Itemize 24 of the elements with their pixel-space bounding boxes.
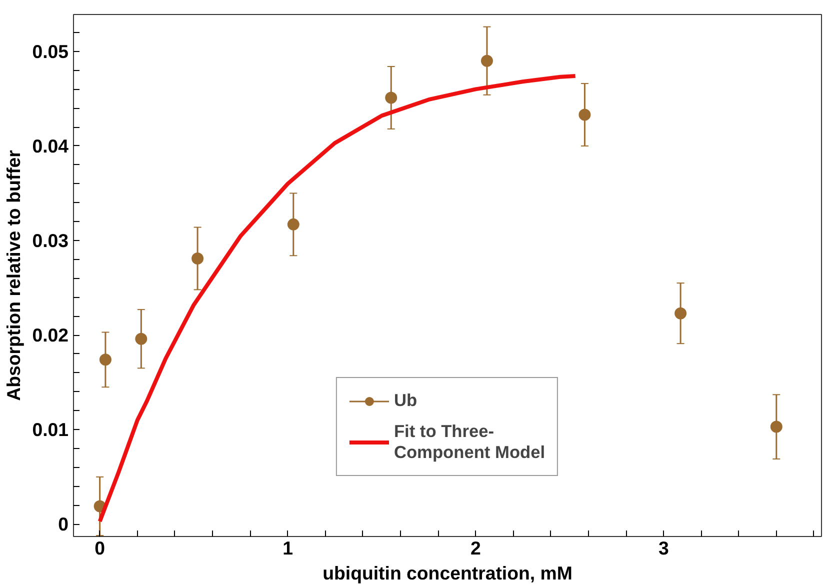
point xyxy=(385,92,398,104)
legend-label: Ub xyxy=(394,390,418,411)
point xyxy=(135,332,148,345)
y-tick-label: 0.02 xyxy=(32,324,68,346)
point xyxy=(287,218,300,230)
y-tick-label: 0.05 xyxy=(32,40,68,62)
point xyxy=(192,252,204,264)
point xyxy=(99,354,112,366)
y-axis-title: Absorption relative to buffer xyxy=(3,150,24,401)
x-tick-label: 1 xyxy=(282,538,293,558)
point xyxy=(480,54,493,67)
point xyxy=(578,108,591,121)
x-tick-label: 2 xyxy=(470,538,481,558)
y-tick-label: 0.04 xyxy=(32,135,70,156)
x-axis-title: ubiquitin concentration, mM xyxy=(322,562,572,584)
point xyxy=(674,307,687,320)
y-tick-label: 0.01 xyxy=(32,419,68,440)
legend-label: Fit to Three- Component Model xyxy=(394,421,546,463)
x-tick-label: 0 xyxy=(94,538,106,558)
line-series xyxy=(98,74,578,524)
point xyxy=(770,420,782,433)
y-tick-label: 0 xyxy=(58,514,69,535)
y-tick-label: 0.03 xyxy=(32,230,68,252)
x-tick-label: 3 xyxy=(658,538,669,558)
